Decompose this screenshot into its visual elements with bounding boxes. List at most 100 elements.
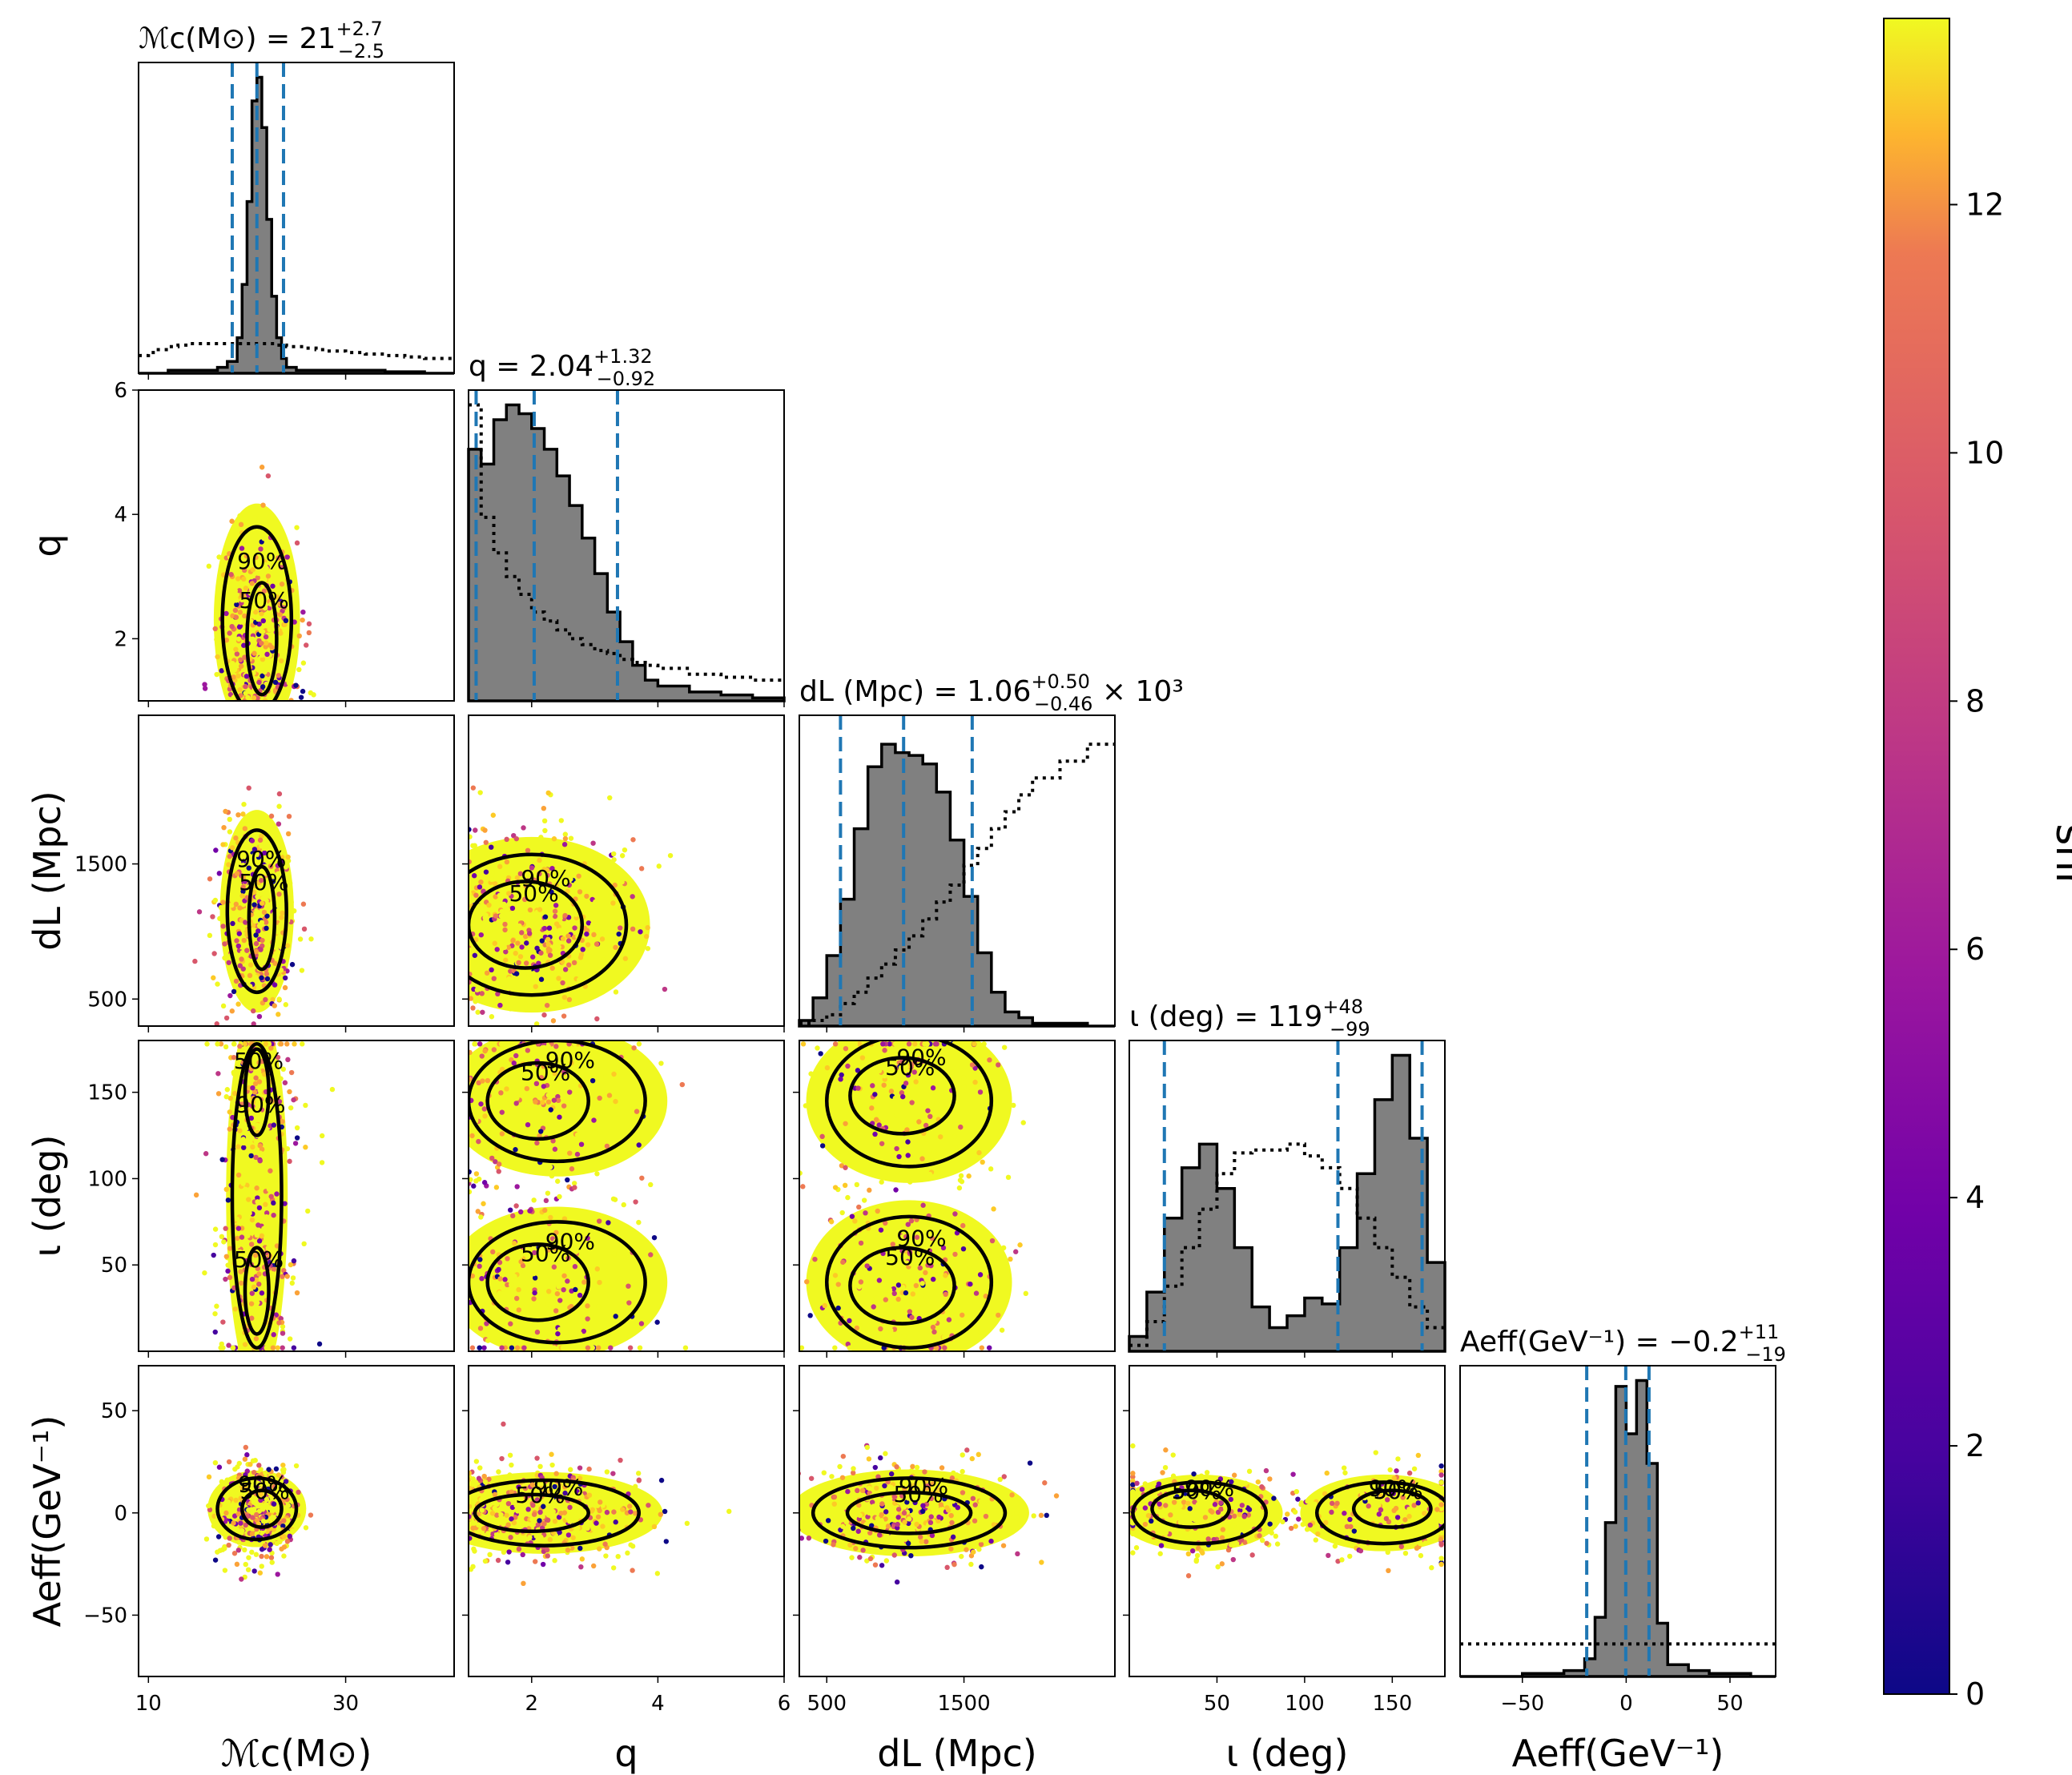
scatter-point bbox=[885, 1523, 891, 1529]
scatter-point bbox=[237, 610, 243, 615]
scatter-point bbox=[1198, 1473, 1205, 1479]
scatter-point bbox=[257, 1088, 263, 1093]
scatter-point bbox=[251, 847, 258, 852]
scatter-point bbox=[280, 646, 285, 651]
scatter-point bbox=[983, 1513, 989, 1519]
scatter-point bbox=[281, 1553, 287, 1559]
scatter-point bbox=[883, 1509, 889, 1515]
scatter-point bbox=[276, 555, 281, 561]
scatter-point bbox=[264, 971, 270, 977]
scatter-point bbox=[503, 957, 509, 963]
prior-histogram bbox=[139, 342, 454, 360]
scatter-point bbox=[608, 877, 614, 883]
scatter-point bbox=[1415, 1452, 1422, 1459]
scatter-point bbox=[879, 1501, 885, 1507]
scatter-point bbox=[860, 1548, 866, 1553]
scatter-point bbox=[264, 976, 271, 982]
scatter-point bbox=[294, 1290, 300, 1296]
scatter-panel-aeff-vs-dl: 90%50% bbox=[774, 1365, 1116, 1677]
scatter-point bbox=[525, 1507, 531, 1512]
scatter-point bbox=[1438, 1511, 1444, 1518]
scatter-point bbox=[1307, 1522, 1314, 1528]
scatter-point bbox=[1255, 1479, 1261, 1485]
scatter-point bbox=[541, 818, 548, 824]
scatter-point bbox=[506, 1549, 512, 1555]
scatter-point bbox=[979, 1345, 985, 1350]
scatter-point bbox=[534, 1497, 540, 1503]
scatter-point bbox=[561, 1502, 566, 1507]
scatter-point bbox=[477, 1319, 484, 1326]
scatter-point bbox=[248, 1301, 255, 1306]
scatter-point bbox=[540, 1561, 546, 1568]
scatter-point bbox=[204, 1041, 210, 1047]
scatter-point bbox=[787, 1490, 792, 1495]
scatter-point bbox=[639, 1175, 645, 1181]
scatter-point bbox=[275, 863, 281, 868]
scatter-point bbox=[506, 891, 512, 896]
scatter-point bbox=[917, 1078, 923, 1084]
scatter-point bbox=[552, 908, 558, 914]
contour-label: 50% bbox=[885, 1054, 935, 1081]
scatter-point bbox=[822, 1302, 827, 1309]
scatter-point bbox=[949, 1069, 955, 1075]
scatter-point bbox=[283, 630, 289, 637]
scatter-point bbox=[524, 1331, 529, 1337]
scatter-point bbox=[504, 911, 510, 917]
scatter-point bbox=[568, 1467, 573, 1472]
scatter-point bbox=[276, 673, 281, 678]
scatter-point bbox=[774, 1504, 779, 1509]
scatter-point bbox=[235, 576, 241, 582]
scatter-point bbox=[255, 1266, 260, 1271]
scatter-point bbox=[1008, 1256, 1013, 1262]
scatter-point bbox=[1246, 1468, 1253, 1475]
scatter-point bbox=[1411, 1503, 1417, 1508]
scatter-point bbox=[279, 582, 285, 587]
scatter-point bbox=[1347, 1516, 1353, 1523]
scatter-point bbox=[509, 1504, 516, 1511]
scatter-point bbox=[667, 852, 674, 859]
scatter-point bbox=[476, 1080, 481, 1086]
scatter-point bbox=[815, 1045, 820, 1051]
scatter-point bbox=[1339, 1557, 1345, 1563]
scatter-point bbox=[260, 896, 266, 901]
scatter-point bbox=[505, 1500, 512, 1507]
scatter-point bbox=[477, 1326, 484, 1331]
scatter-point bbox=[509, 1516, 514, 1522]
scatter-point bbox=[477, 1263, 482, 1270]
scatter-point bbox=[1031, 1513, 1036, 1519]
scatter-point bbox=[243, 609, 248, 614]
scatter-point bbox=[614, 1501, 620, 1507]
scatter-point bbox=[486, 1476, 492, 1482]
colorbar-tick-label: 2 bbox=[1965, 1428, 1985, 1463]
scatter-point bbox=[534, 1329, 541, 1335]
scatter-point bbox=[231, 1090, 238, 1097]
scatter-point bbox=[247, 1161, 252, 1168]
scatter-point bbox=[264, 859, 271, 864]
scatter-point bbox=[284, 1496, 290, 1503]
scatter-point bbox=[969, 1062, 976, 1068]
scatter-point bbox=[230, 1345, 236, 1350]
scatter-point bbox=[255, 894, 260, 900]
scatter-point bbox=[241, 576, 247, 582]
scatter-point bbox=[255, 661, 261, 667]
colorbar-tick-label: 12 bbox=[1965, 187, 2004, 222]
scatter-point bbox=[239, 629, 246, 634]
x-tick-label: 50 bbox=[1716, 1692, 1743, 1716]
scatter-point bbox=[789, 1240, 794, 1245]
scatter-point bbox=[870, 1083, 875, 1089]
scatter-point bbox=[226, 960, 231, 965]
scatter-point bbox=[250, 1515, 255, 1520]
scatter-point bbox=[222, 1545, 227, 1552]
scatter-point bbox=[1329, 1509, 1334, 1515]
scatter-point bbox=[581, 1328, 587, 1334]
scatter-point bbox=[1192, 1499, 1197, 1505]
scatter-point bbox=[534, 1140, 540, 1146]
scatter-point bbox=[262, 669, 268, 675]
scatter-point bbox=[234, 871, 240, 876]
scatter-point bbox=[473, 1171, 480, 1177]
scatter-points: 90%50% bbox=[202, 465, 316, 701]
scatter-point bbox=[525, 1048, 531, 1053]
scatter-point bbox=[229, 845, 235, 851]
scatter-point bbox=[1438, 1519, 1444, 1525]
